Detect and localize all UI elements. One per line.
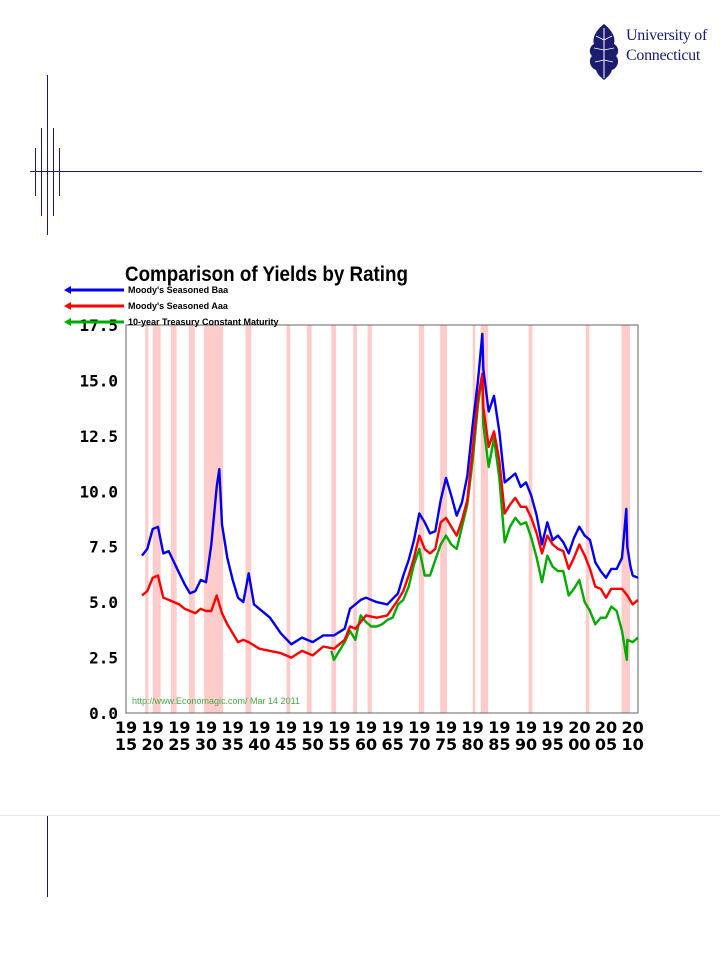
x-tick-label-century: 19 bbox=[222, 718, 244, 737]
recession-band bbox=[188, 325, 195, 713]
x-tick-label-century: 20 bbox=[568, 718, 590, 737]
recession-band bbox=[480, 325, 489, 713]
decorative-vertical-line bbox=[41, 128, 42, 216]
recession-band bbox=[170, 325, 177, 713]
x-tick-label-year: 15 bbox=[115, 735, 137, 754]
x-tick-label-year: 90 bbox=[515, 735, 537, 754]
decorative-horizontal-line bbox=[30, 171, 702, 172]
x-tick-label-year: 20 bbox=[142, 735, 164, 754]
x-tick-label-century: 19 bbox=[168, 718, 190, 737]
x-tick-label-century: 19 bbox=[542, 718, 564, 737]
x-tick-label-century: 19 bbox=[248, 718, 270, 737]
recession-band bbox=[145, 325, 149, 713]
series-line-aaa bbox=[141, 372, 639, 659]
x-tick-label-century: 19 bbox=[515, 718, 537, 737]
x-tick-label-century: 19 bbox=[115, 718, 137, 737]
x-tick-label-year: 25 bbox=[168, 735, 190, 754]
x-tick-label-century: 19 bbox=[408, 718, 430, 737]
x-tick-label-year: 85 bbox=[488, 735, 510, 754]
recession-band bbox=[472, 325, 476, 713]
legend-item-baa-label: Moody's Seasoned Baa bbox=[128, 285, 229, 295]
x-tick-label-century: 20 bbox=[595, 718, 617, 737]
x-tick-label-century: 19 bbox=[382, 718, 404, 737]
y-tick-label: 17.5 bbox=[79, 316, 118, 335]
series-line-treasury bbox=[330, 372, 639, 661]
x-tick-label-year: 45 bbox=[275, 735, 297, 754]
x-tick-label-century: 19 bbox=[302, 718, 324, 737]
recession-band bbox=[331, 325, 337, 713]
x-tick-label-century: 19 bbox=[328, 718, 350, 737]
x-tick-label-century: 20 bbox=[622, 718, 644, 737]
x-tick-label-year: 30 bbox=[195, 735, 217, 754]
x-tick-label-year: 00 bbox=[568, 735, 590, 754]
x-tick-label-year: 65 bbox=[382, 735, 404, 754]
plot-frame bbox=[125, 324, 639, 714]
y-tick-label: 5.0 bbox=[89, 593, 118, 612]
legend-item-aaa-label: Moody's Seasoned Aaa bbox=[128, 301, 229, 311]
y-tick-label: 15.0 bbox=[79, 371, 118, 390]
y-tick-label: 10.0 bbox=[79, 482, 118, 501]
logo-text-line1: University of bbox=[626, 27, 707, 44]
x-tick-label-century: 19 bbox=[195, 718, 217, 737]
x-tick-label-century: 19 bbox=[275, 718, 297, 737]
legend-item-treasury-label: 10-year Treasury Constant Maturity bbox=[128, 317, 279, 327]
x-tick-label-year: 55 bbox=[328, 735, 350, 754]
arrow-left-icon bbox=[64, 302, 71, 310]
university-logo: University of Connecticut bbox=[586, 20, 707, 86]
decorative-vertical-line-bottom bbox=[47, 815, 48, 897]
recession-band bbox=[353, 325, 357, 713]
x-tick-label-year: 50 bbox=[302, 735, 324, 754]
x-tick-label-year: 75 bbox=[435, 735, 457, 754]
oak-leaf-icon bbox=[589, 24, 619, 80]
footer-divider bbox=[0, 815, 720, 816]
yield-chart: 0.0 2.5 5.0 7.5 10.0 12.5 15.0 17.5 19 15 19 20 19 2… bbox=[60, 255, 660, 765]
recession-bands bbox=[145, 325, 630, 713]
y-tick-label: 12.5 bbox=[79, 427, 118, 446]
x-tick-label-year: 05 bbox=[595, 735, 617, 754]
recession-band bbox=[152, 325, 161, 713]
chart-svg: 0.02.55.07.510.012.515.017.5 19151920192… bbox=[64, 263, 644, 754]
x-tick-label-century: 19 bbox=[142, 718, 164, 737]
x-tick-label-year: 80 bbox=[462, 735, 484, 754]
arrow-left-icon bbox=[64, 318, 71, 326]
x-tick-label-century: 19 bbox=[435, 718, 457, 737]
arrow-left-icon bbox=[64, 286, 71, 294]
recession-band bbox=[306, 325, 312, 713]
source-note: http://www.Economagic.com/ Mar 14 2011 bbox=[132, 696, 300, 706]
decorative-vertical-line bbox=[35, 148, 36, 196]
x-tick-label-year: 10 bbox=[622, 735, 644, 754]
y-tick-label: 0.0 bbox=[89, 704, 118, 723]
series-lines bbox=[141, 332, 639, 661]
x-tick-label-year: 95 bbox=[542, 735, 564, 754]
x-tick-labels: 1915192019251930193519401945195019551960… bbox=[115, 718, 644, 754]
x-tick-label-century: 19 bbox=[488, 718, 510, 737]
recession-band bbox=[367, 325, 372, 713]
logo-text-line2: Connecticut bbox=[626, 47, 701, 64]
x-tick-label-year: 35 bbox=[222, 735, 244, 754]
y-tick-label: 2.5 bbox=[89, 649, 118, 668]
chart-title: Comparison of Yields by Rating bbox=[125, 263, 408, 286]
x-tick-label-year: 40 bbox=[248, 735, 270, 754]
series-line-baa bbox=[141, 332, 639, 646]
recession-band bbox=[245, 325, 252, 713]
decorative-vertical-line bbox=[59, 148, 60, 196]
recession-band bbox=[585, 325, 590, 713]
decorative-vertical-line bbox=[53, 128, 54, 216]
x-tick-label-century: 19 bbox=[462, 718, 484, 737]
x-tick-label-year: 70 bbox=[408, 735, 430, 754]
decorative-vertical-line bbox=[47, 75, 48, 235]
x-tick-label-century: 19 bbox=[355, 718, 377, 737]
y-tick-label: 7.5 bbox=[89, 538, 118, 557]
x-tick-label-year: 60 bbox=[355, 735, 377, 754]
legend: Moody's Seasoned Baa Moody's Seasoned Aaa… bbox=[64, 285, 279, 327]
recession-band bbox=[286, 325, 291, 713]
y-tick-labels: 0.0 2.5 5.0 7.5 10.0 12.5 15.0 17.5 bbox=[79, 316, 118, 723]
